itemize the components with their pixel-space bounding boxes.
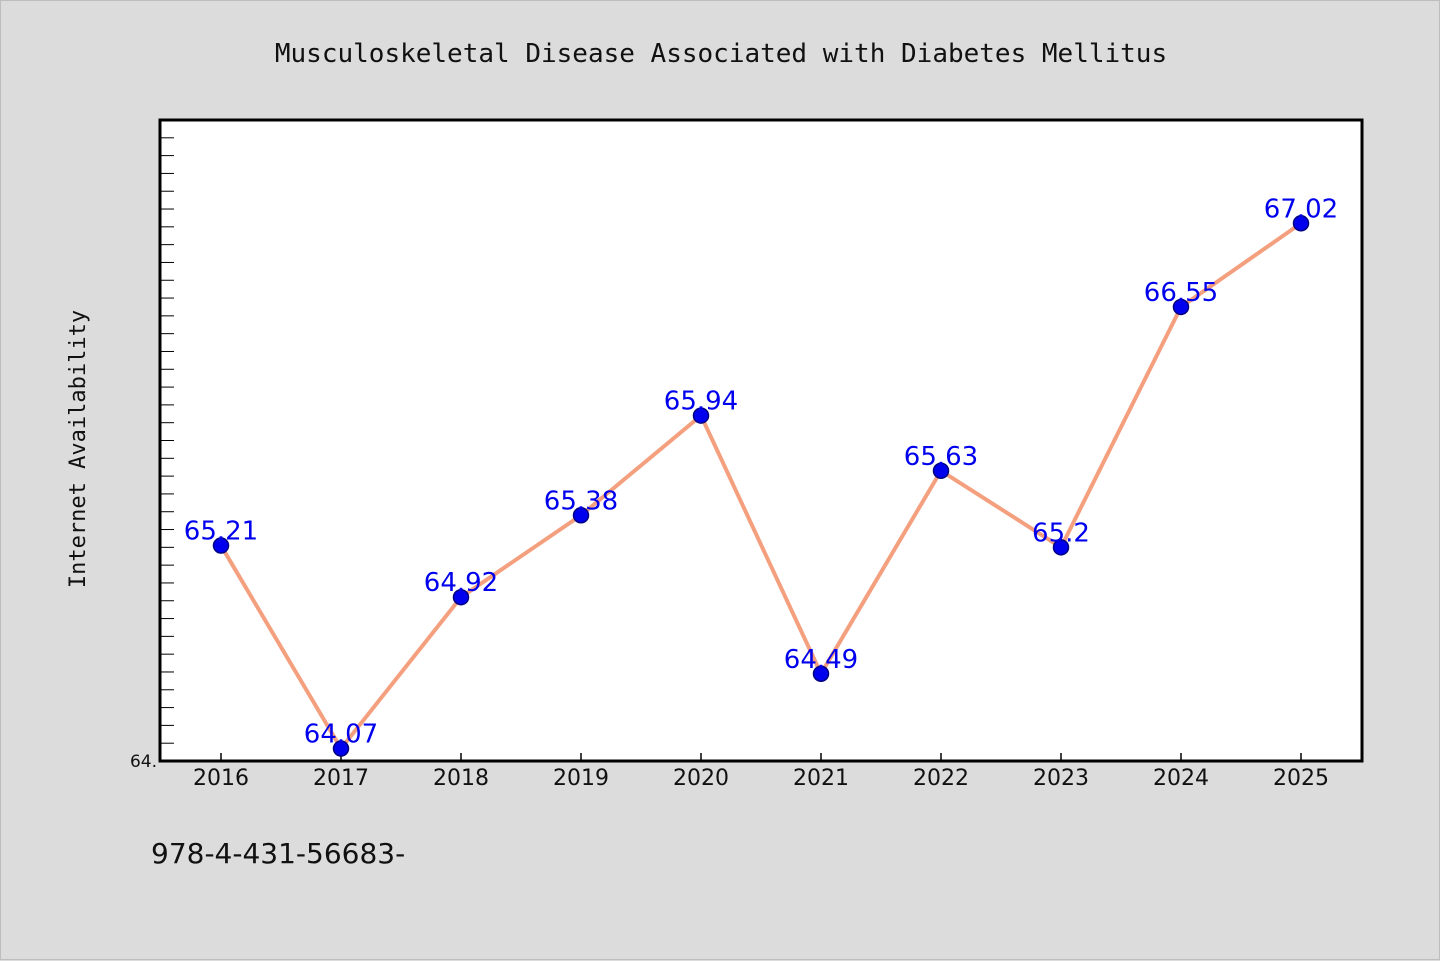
data-point-marker (812, 665, 830, 683)
data-point-marker (1052, 539, 1070, 556)
data-point-marker (212, 537, 230, 554)
x-tick-label: 2025 (1273, 766, 1329, 791)
x-tick-label: 2024 (1153, 766, 1209, 791)
data-point-marker (452, 588, 470, 606)
data-markers (212, 215, 1310, 757)
chart-title: Musculoskeletal Disease Associated with … (275, 39, 1167, 69)
data-label: 66.55 (1144, 278, 1218, 308)
y-axis-tick-labels: 64. (130, 752, 157, 772)
y-minor-ticks (160, 137, 174, 744)
y-tick-label: 64. (130, 752, 157, 772)
series-line-group (219, 221, 1303, 753)
x-tick-label: 2022 (913, 766, 969, 791)
data-point-marker (1172, 298, 1190, 316)
x-tick-label: 2017 (313, 766, 369, 791)
data-point-marker (332, 740, 350, 757)
x-tick-label: 2023 (1033, 766, 1089, 791)
footer-text: 978-4-431-56683- (151, 837, 405, 870)
data-label: 65.38 (544, 486, 618, 516)
data-point-marker (1292, 215, 1310, 232)
x-axis-tick-labels: 2016 2017 2018 2019 2020 2021 2022 2023 2024 2025 (193, 766, 1329, 791)
x-tick-label: 2016 (193, 766, 249, 791)
data-label: 67.02 (1264, 194, 1338, 224)
data-point-marker (932, 462, 950, 480)
data-point-marker (692, 407, 710, 424)
data-label: 64.49 (784, 645, 858, 675)
y-axis-label: Internet Availability (66, 310, 91, 588)
x-axis-ticks (220, 753, 1302, 761)
data-labels: 65.21 64.07 64.92 65.38 65.94 64.49 65.63 65.2 6… (184, 194, 1338, 749)
series-line (219, 221, 1303, 753)
x-tick-label: 2021 (793, 766, 849, 791)
data-label: 64.92 (424, 568, 498, 598)
data-point-marker (572, 507, 590, 524)
plot-area (158, 118, 1364, 763)
data-label: 64.07 (304, 720, 378, 750)
x-tick-label: 2019 (553, 766, 609, 791)
data-label: 65.63 (904, 442, 978, 472)
data-label: 65.21 (184, 517, 258, 547)
x-tick-label: 2020 (673, 766, 729, 791)
x-tick-label: 2018 (433, 766, 489, 791)
data-label: 65.94 (664, 387, 738, 417)
data-label: 65.2 (1032, 518, 1090, 548)
